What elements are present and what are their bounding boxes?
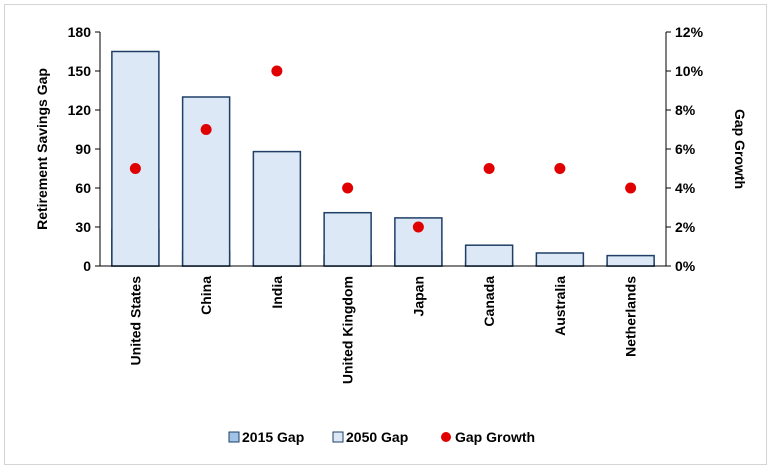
x-tick-label: India bbox=[269, 276, 285, 309]
bar-2050-gap bbox=[181, 96, 231, 267]
bar-2050-gap bbox=[606, 254, 655, 267]
y2-tick-label: 10% bbox=[675, 63, 704, 79]
x-axis-labels: United States China India United Kingdom Jap… bbox=[127, 276, 638, 384]
y-tick-label: 180 bbox=[68, 24, 92, 40]
y-tick-label: 0 bbox=[83, 258, 91, 274]
y-axis-title: Retirement Savings Gap bbox=[34, 68, 50, 230]
series-2050-gap bbox=[111, 50, 655, 267]
legend-swatch-2015-gap bbox=[228, 431, 240, 443]
y-tick-label: 30 bbox=[75, 219, 91, 235]
y2-tick-label: 6% bbox=[675, 141, 696, 157]
bar-2050-gap bbox=[535, 252, 585, 267]
gap-growth-point bbox=[554, 163, 566, 174]
gap-growth-point bbox=[483, 163, 495, 174]
y-tick-label: 120 bbox=[68, 102, 92, 118]
x-tick-label: China bbox=[198, 276, 214, 315]
y-axis-ticks: 0 30 60 90 120 150 180 bbox=[68, 24, 100, 274]
gap-growth-point bbox=[342, 182, 354, 194]
y2-tick-label: 0% bbox=[675, 258, 696, 274]
gap-growth-point bbox=[271, 65, 283, 77]
legend-swatch-gap-growth bbox=[441, 432, 451, 442]
x-tick-label: Australia bbox=[552, 276, 568, 336]
x-tick-label: United Kingdom bbox=[340, 276, 356, 384]
y2-tick-label: 2% bbox=[675, 219, 696, 235]
y2-axis-title: Gap Growth bbox=[732, 109, 748, 189]
bar-2050-gap bbox=[323, 211, 372, 267]
x-tick-label: United States bbox=[127, 276, 143, 366]
legend-label-2015-gap: 2015 Gap bbox=[242, 429, 304, 445]
gap-growth-point bbox=[200, 124, 212, 135]
bar-2050-gap bbox=[111, 50, 160, 267]
series-gap-growth bbox=[129, 65, 637, 233]
x-tick-label: Netherlands bbox=[623, 276, 639, 357]
gap-growth-point bbox=[129, 163, 141, 174]
y2-tick-label: 8% bbox=[675, 102, 696, 118]
legend-label-gap-growth: Gap Growth bbox=[455, 429, 535, 445]
gap-growth-point bbox=[412, 221, 424, 233]
gap-growth-point bbox=[625, 182, 637, 194]
x-tick-label: Canada bbox=[481, 276, 497, 327]
x-tick-label: Japan bbox=[410, 276, 426, 316]
y-tick-label: 90 bbox=[75, 141, 91, 157]
y-tick-label: 150 bbox=[68, 63, 92, 79]
y-tick-label: 60 bbox=[75, 180, 91, 196]
bar-2050-gap bbox=[464, 244, 514, 267]
y2-tick-label: 12% bbox=[675, 24, 704, 40]
bar-2050-gap bbox=[252, 150, 302, 267]
legend: 2015 Gap 2050 Gap Gap Growth bbox=[228, 429, 535, 445]
y2-axis-ticks: 0% 2% 4% 6% 8% 10% 12% bbox=[666, 24, 704, 274]
legend-swatch-2050-gap bbox=[332, 431, 344, 443]
legend-label-2050-gap: 2050 Gap bbox=[346, 429, 408, 445]
y2-tick-label: 4% bbox=[675, 180, 696, 196]
